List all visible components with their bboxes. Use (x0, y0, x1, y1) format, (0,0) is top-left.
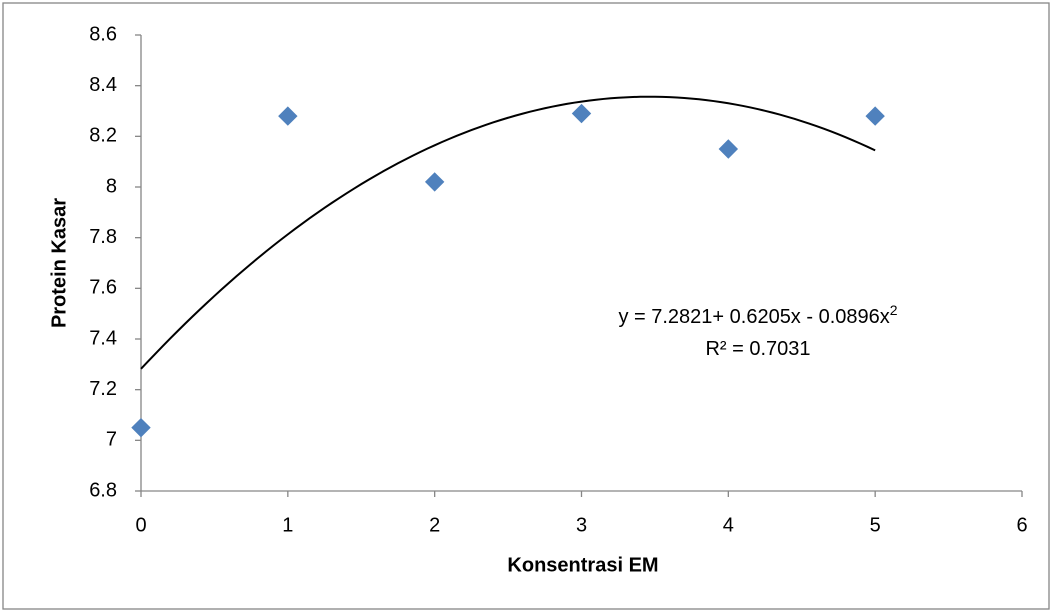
y-axis-title: Protein Kasar (48, 198, 70, 328)
x-tick-label: 0 (135, 514, 146, 536)
data-point (131, 417, 151, 438)
y-tick-label: 7.6 (89, 277, 117, 299)
data-point (424, 172, 445, 192)
x-tick-label: 1 (282, 514, 293, 536)
x-axis-title: Konsentrasi EM (507, 554, 658, 576)
equation-exponent: 2 (890, 302, 898, 318)
y-tick-label: 8.2 (89, 125, 117, 147)
y-tick-label: 7.4 (89, 327, 117, 349)
y-tick-label: 7.2 (89, 378, 117, 400)
x-tick-label: 2 (429, 514, 440, 536)
y-tick-label: 8.4 (89, 74, 117, 96)
data-point (865, 106, 885, 126)
data-point (718, 139, 739, 159)
x-tick-label: 4 (723, 514, 734, 536)
x-tick-label: 3 (576, 514, 587, 536)
data-point (278, 106, 298, 126)
data-point (571, 103, 592, 124)
equation-text: y = 7.2821+ 0.6205x - 0.0896x (618, 306, 889, 328)
x-tick-label: 5 (870, 514, 881, 536)
r-squared: R² = 0.7031 (705, 338, 810, 360)
y-tick-label: 7 (106, 429, 117, 451)
y-tick-label: 8 (106, 175, 117, 197)
y-tick-label: 8.6 (89, 23, 117, 45)
y-tick-label: 7.8 (89, 226, 117, 248)
x-tick-label: 6 (1016, 514, 1027, 536)
y-tick-label: 6.8 (89, 479, 117, 501)
trendline-equation: y = 7.2821+ 0.6205x - 0.0896x2 (618, 302, 897, 328)
trendline (140, 95, 876, 370)
